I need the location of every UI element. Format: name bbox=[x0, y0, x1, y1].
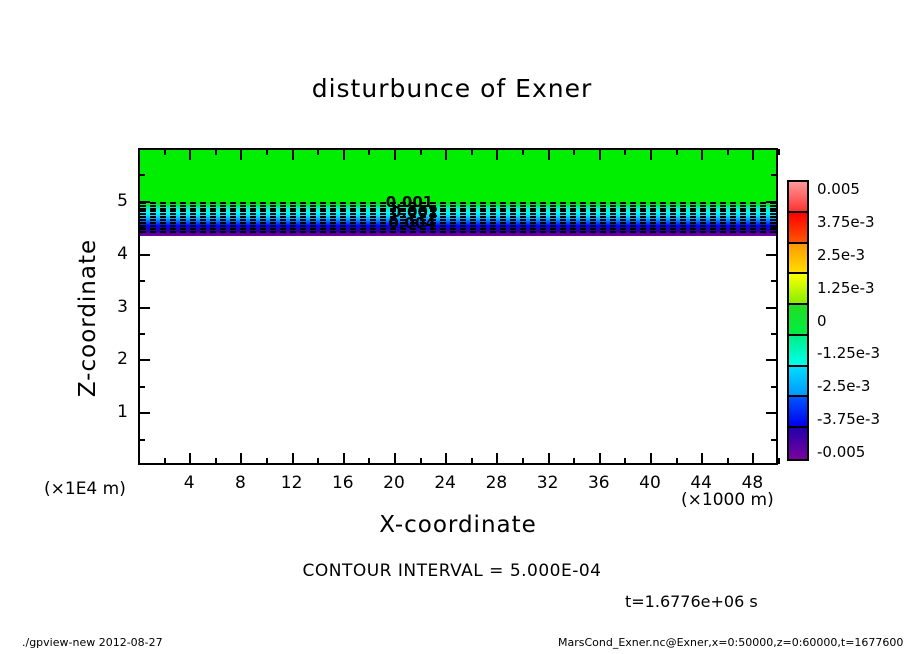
colorbar-tick-label: 1.25e-3 bbox=[817, 278, 875, 297]
colorbar-tick-label: 3.75e-3 bbox=[817, 212, 875, 231]
colorbar-tick-label: -1.25e-3 bbox=[817, 344, 880, 363]
colorbar bbox=[787, 180, 809, 461]
contour-line bbox=[140, 207, 776, 210]
contour-line bbox=[140, 230, 776, 233]
colorbar-tick-label: -2.5e-3 bbox=[817, 377, 871, 396]
colorbar-band bbox=[789, 212, 807, 244]
contour-label: 0.004 bbox=[388, 213, 436, 232]
contour-interval-annotation: CONTOUR INTERVAL = 5.000E-04 bbox=[302, 561, 602, 581]
contour-line bbox=[140, 201, 776, 204]
contour-line bbox=[140, 225, 776, 228]
colorbar-band bbox=[789, 274, 807, 306]
colorbar-band bbox=[789, 243, 807, 275]
page-title: disturbunce of Exner bbox=[311, 74, 593, 103]
contour-line bbox=[140, 210, 776, 213]
colorbar-tick-label: 0.005 bbox=[817, 180, 860, 198]
x-axis-unit-label: (×1000 m) bbox=[681, 490, 774, 510]
footer-right-text: MarsCond_Exner.nc@Exner,x=0:50000,z=0:60… bbox=[558, 636, 904, 649]
colorbar-tick-label: -0.005 bbox=[817, 443, 866, 461]
colorbar-tick-label: -3.75e-3 bbox=[817, 410, 880, 429]
contour-fill-region bbox=[140, 150, 776, 236]
footer-left-text: ./gpview-new 2012-08-27 bbox=[22, 636, 163, 649]
plot-area: 0.001 0.002 0.004 bbox=[138, 148, 778, 465]
contour-line bbox=[140, 204, 776, 207]
contour-label: 0.002 bbox=[390, 203, 439, 222]
colorbar-band bbox=[789, 397, 807, 429]
contour-line bbox=[140, 219, 776, 222]
colorbar-band bbox=[789, 428, 807, 459]
colorbar-band bbox=[789, 182, 807, 213]
contour-line bbox=[140, 216, 776, 219]
colorbar-band bbox=[789, 305, 807, 336]
colorbar-tick-label: 2.5e-3 bbox=[817, 245, 866, 264]
contour-label: 0.001 bbox=[385, 192, 434, 211]
y-axis-unit-label: (×1E4 m) bbox=[44, 479, 126, 499]
colorbar-tick-label: 0 bbox=[817, 311, 827, 330]
contour-line bbox=[140, 227, 776, 230]
contour-line bbox=[140, 222, 776, 225]
time-annotation: t=1.6776e+06 s bbox=[625, 592, 758, 611]
colorbar-band bbox=[789, 366, 807, 398]
contour-line bbox=[140, 213, 776, 216]
x-axis-title: X-coordinate bbox=[379, 512, 537, 538]
colorbar-band bbox=[789, 335, 807, 367]
